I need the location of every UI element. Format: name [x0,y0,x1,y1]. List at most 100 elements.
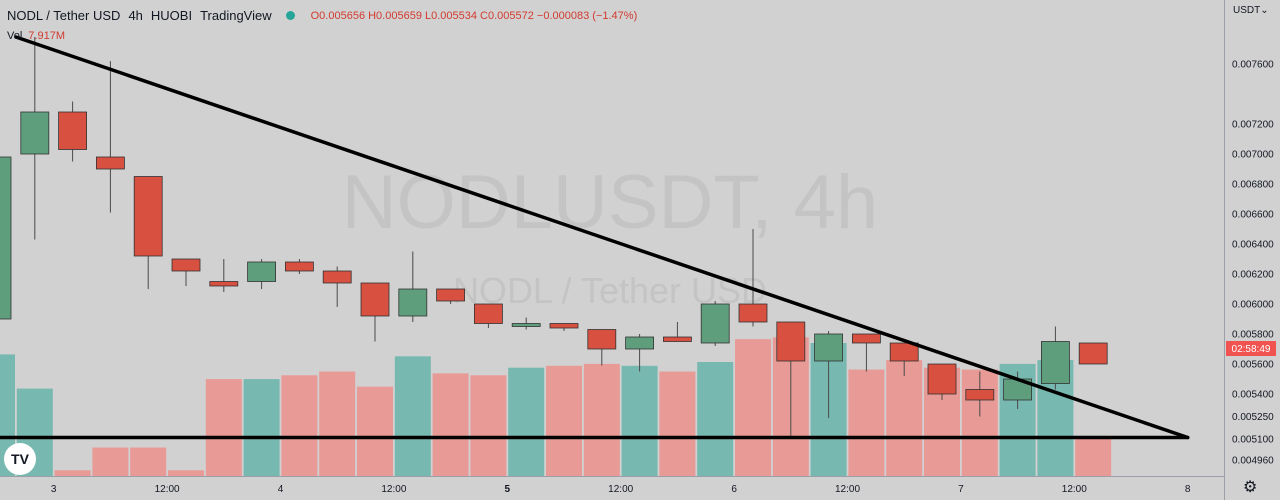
candle[interactable] [473,303,503,328]
candle-body [663,336,692,342]
exchange: HUOBI [150,8,193,23]
candle[interactable] [133,176,163,290]
interval[interactable]: 4h [128,8,143,23]
last-price-marker: 02:58:49 [1226,341,1276,356]
candle[interactable] [1078,342,1108,365]
price-tick-label: 0.006200 [1232,270,1274,281]
last-price-label-box [1226,341,1276,356]
candle[interactable] [209,259,239,292]
price-tick-label: 0.007000 [1232,150,1274,161]
time-tick-label: 3 [51,484,57,495]
candle[interactable] [776,321,806,436]
candle[interactable] [322,266,352,308]
candle[interactable] [360,282,390,342]
candle-body [700,303,730,344]
time-tick-label: 6 [731,484,737,495]
candle[interactable] [700,301,730,346]
candle-body [852,333,881,344]
volume-bar [319,371,356,476]
time-tick-label: 12:00 [155,484,180,495]
candle-body [738,303,768,323]
candle-body [58,111,87,150]
candle[interactable] [58,101,87,162]
candle-body [436,288,466,302]
trendline[interactable] [14,35,1190,440]
candle-body [776,321,806,362]
candle[interactable] [814,331,843,418]
price-tick-label: 0.004960 [1232,456,1274,467]
time-tick-label: 12:00 [1062,484,1087,495]
watermark-symbol: NODLUSDT, 4h [342,160,878,245]
candle-body [284,261,314,272]
candle[interactable] [1041,326,1070,390]
candle-body [625,336,654,350]
candle[interactable] [738,229,768,327]
candle-body [133,176,163,257]
chart-legend: NODL / Tether USD 4h HUOBI TradingView O… [7,8,645,23]
price-tick-label: 0.007600 [1232,60,1274,71]
price-tick-label: 0.005600 [1232,360,1274,371]
candle-body [889,342,919,362]
volume-legend: Vol 7.917M [7,30,65,42]
time-tick-label: 12:00 [381,484,406,495]
candle[interactable] [549,323,579,332]
platform: TradingView [200,8,272,23]
time-tick-label: 7 [958,484,964,495]
volume-bar [886,360,923,476]
candle-body [473,303,503,324]
volume-bar [583,363,620,476]
volume-bar [168,470,204,476]
candle[interactable] [247,259,277,289]
volume-bar [508,367,545,476]
candle-body [209,281,239,287]
candle[interactable] [171,258,201,286]
time-axis: 3 12:00 4 12:00 5 12:00 6 12:00 7 12:00 8 [51,484,1191,495]
volume-bar [432,373,469,476]
volume-bar [92,447,129,476]
candle[interactable] [398,251,428,323]
candle[interactable] [0,154,12,320]
candle[interactable] [20,37,50,240]
price-axis: 0.007600 0.007200 0.007000 0.006800 0.006600… [1232,60,1274,467]
candlesticks [0,37,1108,436]
time-tick-label: 8 [1185,484,1191,495]
volume-bar [697,362,734,476]
price-tick-label: 0.006000 [1232,300,1274,311]
candle-body [927,363,957,395]
candle-body [1041,341,1070,384]
candle[interactable] [96,61,125,213]
trendlines [0,35,1190,440]
candle[interactable] [587,329,617,366]
price-tick-label: 0.007200 [1232,120,1274,131]
candle-body [965,389,995,401]
candle[interactable] [852,333,881,372]
currency-selector[interactable]: USDT⌄ [1233,5,1269,16]
candle[interactable] [965,371,995,417]
time-tick-label: 12:00 [608,484,633,495]
time-tick-label: 4 [278,484,284,495]
ohlc-values: O0.005656 H0.005659 L0.005534 C0.005572 … [310,9,638,22]
candle-body [587,329,617,350]
candle[interactable] [436,288,466,304]
volume-bar [394,356,431,476]
price-tick-label: 0.005250 [1232,412,1274,423]
volume-bar [205,379,242,476]
candle[interactable] [927,363,957,400]
candle-body [322,270,352,284]
time-tick-label: 5 [505,484,511,495]
candle[interactable] [284,259,314,274]
candle[interactable] [511,317,541,330]
candle-body [0,156,12,320]
gear-icon[interactable]: ⚙ [1243,479,1258,496]
volume-bar [281,375,318,476]
candle[interactable] [625,334,654,372]
candle-body [398,288,428,317]
candle[interactable] [889,342,919,376]
price-tick-label: 0.006600 [1232,210,1274,221]
symbol-name[interactable]: NODL / Tether USD [7,8,121,23]
candle[interactable] [663,322,692,342]
price-tick-label: 0.005100 [1232,435,1274,446]
price-tick-label: 0.005400 [1232,390,1274,401]
tradingview-logo-icon[interactable]: TV [4,443,36,475]
